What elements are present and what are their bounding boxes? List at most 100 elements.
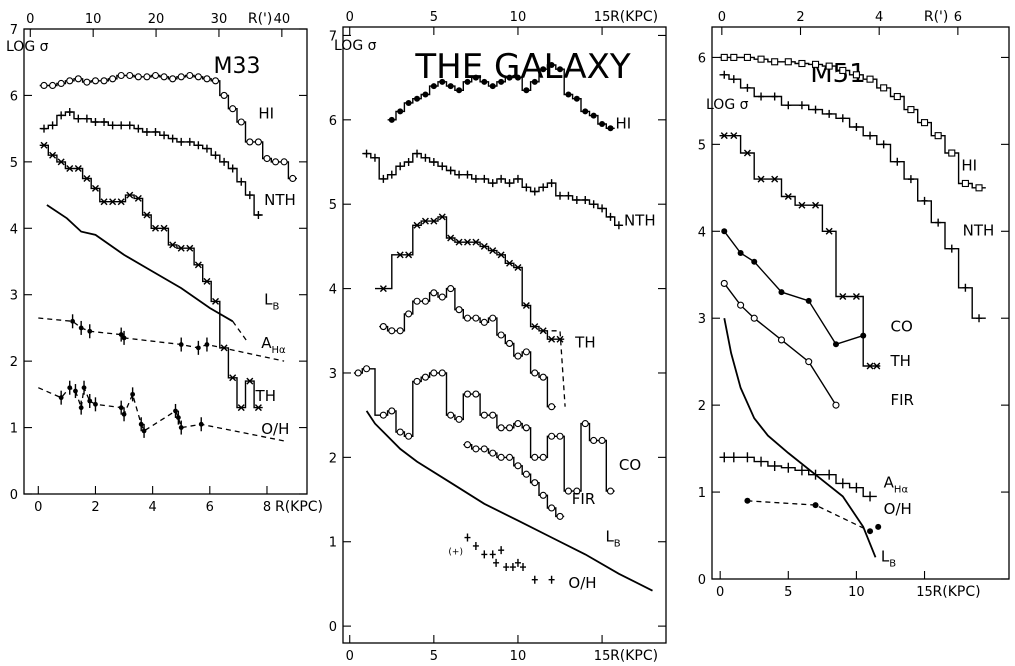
- series-label-subscript: Hα: [894, 485, 909, 496]
- data-point: [447, 285, 455, 293]
- x-axis-label: R(KPC): [275, 499, 323, 515]
- data-point: [540, 66, 547, 73]
- series-a-h-: AHα: [719, 452, 909, 502]
- data-point: [421, 297, 429, 305]
- data-point: [178, 137, 185, 146]
- data-point: [548, 61, 555, 68]
- data-point: [493, 558, 500, 567]
- y-tick-label: 4: [329, 283, 337, 298]
- y-tick-label: 1: [698, 486, 706, 501]
- series-hi: HI: [719, 53, 986, 192]
- y-tick-label: 6: [10, 89, 18, 104]
- data-point: [498, 546, 505, 555]
- data-point: [522, 424, 530, 432]
- y-tick-label: 3: [329, 367, 337, 382]
- data-point: [430, 289, 438, 297]
- series-label: LB: [264, 291, 279, 313]
- data-point: [744, 83, 751, 92]
- series-label-text: NTH: [624, 211, 656, 229]
- series-th: TH: [379, 285, 596, 411]
- data-point: [363, 365, 371, 373]
- series-label: CO: [890, 317, 912, 335]
- y-tick-label: 0: [698, 573, 706, 588]
- data-point: [514, 74, 521, 81]
- data-point: [907, 106, 915, 114]
- data-point: [246, 191, 253, 200]
- data-point: [388, 407, 396, 415]
- series-line: [723, 282, 837, 406]
- series-label: O/H: [884, 500, 912, 518]
- series-line: [232, 320, 248, 342]
- data-point: [757, 55, 765, 63]
- data-point: [169, 241, 177, 249]
- data-point: [186, 71, 194, 80]
- data-point: [548, 504, 556, 512]
- series-nth: NTH: [719, 70, 994, 323]
- data-point: [948, 244, 955, 253]
- data-point: [531, 323, 539, 331]
- data-point: [730, 75, 737, 84]
- top-axis-label: R('): [248, 11, 273, 27]
- data-point: [573, 195, 580, 204]
- data-point: [497, 331, 505, 339]
- series-label-text: HI: [258, 105, 274, 123]
- series-label-text: O/H: [261, 420, 289, 438]
- data-point: [397, 162, 404, 171]
- data-point: [812, 105, 819, 114]
- data-point: [379, 323, 387, 331]
- y-tick-label: 0: [329, 620, 337, 635]
- y-tick-label: 3: [10, 289, 18, 304]
- data-point: [388, 170, 395, 179]
- data-point: [354, 369, 362, 377]
- data-point: [221, 157, 228, 166]
- data-point: [489, 83, 496, 90]
- data-point: [177, 73, 185, 81]
- data-point: [832, 401, 840, 409]
- data-point: [506, 179, 513, 188]
- data-point: [421, 217, 429, 225]
- top-tick-label: 6: [954, 10, 962, 25]
- data-point: [607, 212, 614, 221]
- series-label: LB: [881, 548, 896, 570]
- data-point: [117, 71, 125, 80]
- series-line: [353, 368, 615, 492]
- data-point: [109, 121, 116, 130]
- series-label-subscript: B: [272, 302, 279, 313]
- data-point: [363, 149, 370, 158]
- panel-m33: 0 2 4 6 8 0 10 20 30 40 0 1 2 3 4 5 6 7 R(KPC) R(') LOG σ M33…: [6, 11, 323, 515]
- data-point: [522, 301, 530, 309]
- series-o-h: O/H: [38, 380, 289, 442]
- data-point: [371, 153, 378, 162]
- series-l-b: LB: [365, 410, 653, 592]
- data-point: [758, 92, 765, 101]
- data-point: [606, 487, 615, 495]
- y-tick-label: 2: [10, 355, 18, 370]
- data-point: [523, 183, 530, 192]
- data-point: [272, 158, 280, 166]
- data-point: [599, 121, 606, 128]
- data-point: [413, 221, 421, 229]
- y-tick-label: 3: [698, 312, 706, 327]
- series-th-dashed-tail: [551, 330, 566, 407]
- y-tick-label: 4: [10, 222, 18, 237]
- data-point: [743, 149, 751, 157]
- data-point: [565, 91, 572, 98]
- data-point: [439, 162, 446, 171]
- top-tick-label: 10: [510, 10, 527, 25]
- series-label: AHα: [884, 474, 909, 496]
- data-point: [195, 141, 202, 150]
- y-axis-label: LOG σ: [6, 39, 49, 55]
- data-point: [590, 112, 597, 119]
- plot-frame: [711, 26, 1010, 580]
- data-point: [83, 114, 90, 123]
- data-point: [730, 132, 738, 140]
- data-point: [514, 462, 522, 470]
- data-point: [497, 424, 505, 432]
- data-point: [472, 174, 479, 183]
- data-point: [520, 563, 527, 572]
- y-tick-label: 4: [698, 225, 706, 240]
- data-point: [220, 91, 228, 99]
- x-tick-label: 8: [263, 500, 271, 515]
